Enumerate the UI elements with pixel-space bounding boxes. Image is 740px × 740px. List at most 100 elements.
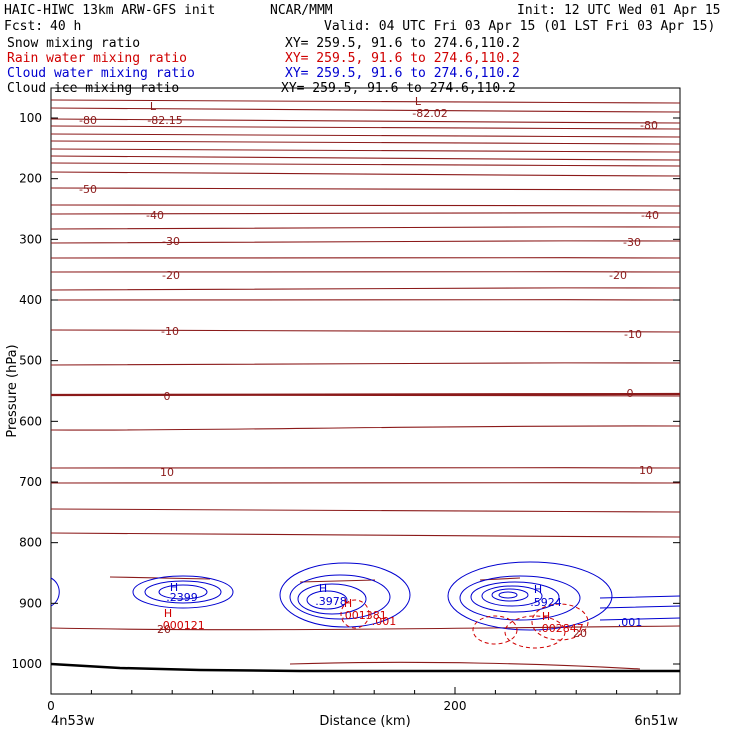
rain-water-contour [472,615,518,645]
temperature-contours [50,99,681,670]
plot-frame [50,87,681,695]
cloud-max-value-2: .3978 [315,595,347,608]
y-tick-label: 100 [19,111,42,125]
cloud-water-contour [132,575,234,609]
cloud-water-contour [144,580,222,604]
isotherm [50,467,681,469]
isotherm [50,532,681,538]
cloud-water-contour-edge [50,577,60,607]
y-tick-label: 300 [19,232,42,246]
rain-water-contour [340,599,370,629]
cloud-water-contour [470,581,560,613]
temp-label-m10-right: -10 [624,328,642,341]
endpoint-right: 6n51w [634,714,678,729]
isotherm [50,212,681,215]
rain-max-marker-3: H [542,610,550,623]
isotherm [50,148,681,153]
rain-max-marker-1: H [164,607,172,620]
temp-label-20-left: 20 [157,623,171,636]
isotherm [50,482,681,484]
isotherm [50,299,681,301]
isotherm [50,99,681,104]
cloud-water-contour [447,561,613,631]
isotherm [50,133,681,138]
cloud-max-marker-3: H [534,583,542,596]
isotherm [50,204,681,207]
cloud-water-contour [279,562,411,628]
y-tick-label: 500 [19,354,42,368]
rain-max-marker-2: H [344,597,352,610]
temp-label-0-right: 0 [627,387,634,400]
y-tick-label: 1000 [11,657,42,671]
cloud-max-marker-2: H [319,582,327,595]
temp-label-m30-right: -30 [623,236,641,249]
isotherm [50,329,681,333]
cloud-water-contour [306,590,348,610]
cloud-water-contour [289,574,391,620]
isotherm [50,125,681,130]
model-title: HAIC-HIWC 13km ARW-GFS init [4,3,216,18]
isotherm [50,240,681,244]
temp-label-0-left: 0 [164,390,171,403]
terrain-line [50,662,680,673]
temp-label-m80-left: -80 [79,114,97,127]
temp-low-marker-2: L [415,95,422,108]
cloud-water-contours [50,561,681,631]
rain-water-contours [340,599,589,649]
temp-label-10-right: 10 [639,464,653,477]
isotherm [50,226,681,230]
rain-contour-label: .001 [372,615,397,628]
cloud-water-contour-edge [599,595,681,621]
isotherm [50,187,681,191]
isotherm [50,155,681,161]
temp-label-m20-left: -20 [162,269,180,282]
cloud-water-contour [158,584,208,600]
init-time: Init: 12 UTC Wed 01 Apr 15 [517,3,721,18]
temp-label-m40-left: -40 [146,209,164,222]
temp-label-20-right: 20 [573,627,587,640]
temp-label-m20-right: -20 [609,269,627,282]
field-xy-rain: XY= 259.5, 91.6 to 274.6,110.2 [285,51,520,66]
isotherm [50,425,681,431]
y-tick-label: 200 [19,172,42,186]
temp-label-m10-left: -10 [161,325,179,338]
temp-label-m50: -50 [79,183,97,196]
isotherm [50,362,681,366]
rain-max-value-2: .001381 [341,609,387,622]
cloud-max-value-1: .2399 [166,591,198,604]
field-name-snow: Snow mixing ratio [7,36,141,51]
x-tick-label: 0 [47,699,55,713]
valid-time: Valid: 04 UTC Fri 03 Apr 15 (01 LST Fri … [324,19,716,34]
rain-water-contour [531,603,589,641]
y-axis-label: Pressure (hPa) [5,344,20,437]
temp-label-m40-right: -40 [641,209,659,222]
cloud-contour-label: .001 [618,616,643,629]
field-name-cloudwater: Cloud water mixing ratio [7,66,195,81]
cloud-water-contour [481,585,543,607]
rain-max-value-1: .000121 [159,619,205,632]
cloud-max-marker-1: H [170,581,178,594]
isotherm-20 [50,625,681,631]
isotherm [50,257,681,259]
y-tick-label: 700 [19,475,42,489]
isotherm [50,287,681,291]
isotherm [50,107,681,113]
temp-label-10-left: 10 [160,466,174,479]
org-label: NCAR/MMM [270,3,333,18]
cloud-water-contour [498,591,518,599]
isotherm [50,140,681,145]
y-tick-label: 900 [19,596,42,610]
isotherm [50,162,681,167]
fcst-label: Fcst: [4,19,44,34]
temp-label-m80-right: -80 [640,119,658,132]
isotherm [50,508,681,513]
cloud-water-contour [459,575,581,621]
cloud-max-value-3: .5924 [530,596,562,609]
isotherm [50,271,681,273]
temp-low-value-2: -82.02 [412,107,447,120]
field-name-rain: Rain water mixing ratio [7,51,188,66]
field-xy-snow: XY= 259.5, 91.6 to 274.6,110.2 [285,36,520,51]
isotherm [50,118,681,124]
temp-low-value-1: -82.15 [147,114,182,127]
